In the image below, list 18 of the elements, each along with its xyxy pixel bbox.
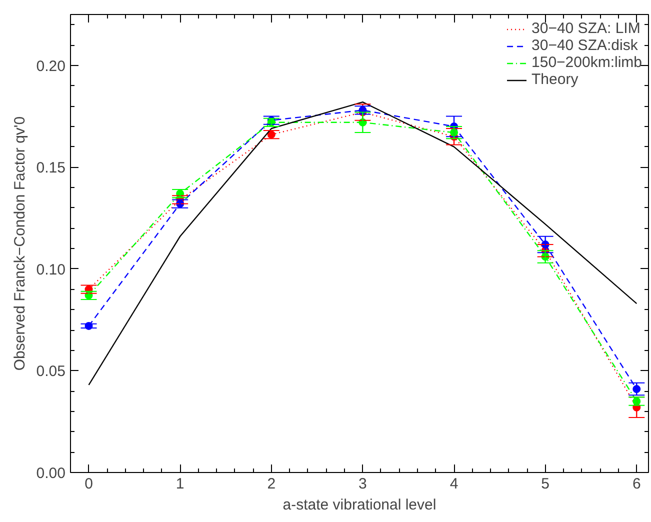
y-tick-label: 0.10 <box>36 261 66 278</box>
x-tick-label: 4 <box>450 476 458 492</box>
legend-label: 150−200km:limb <box>532 54 642 71</box>
x-tick-label: 6 <box>632 476 641 492</box>
legend-label: 30−40 SZA:disk <box>532 37 638 54</box>
x-tick-label: 0 <box>84 476 93 492</box>
y-axis-title: Observed Franck−Condon Factor qv'0 <box>11 116 28 371</box>
y-tick-label: 0.20 <box>36 58 66 75</box>
x-tick-label: 1 <box>176 476 184 492</box>
x-tick-label: 2 <box>267 476 276 492</box>
x-tick-label: 5 <box>541 476 550 492</box>
x-tick-label: 3 <box>358 476 367 492</box>
legend-label: Theory <box>532 71 578 88</box>
legend-label: 30−40 SZA: LIM <box>532 20 640 37</box>
y-tick-label: 0.05 <box>36 363 66 380</box>
y-tick-label: 0.00 <box>36 465 66 482</box>
y-tick-label: 0.15 <box>36 160 66 177</box>
x-axis-title: a-state vibrational level <box>282 496 436 514</box>
